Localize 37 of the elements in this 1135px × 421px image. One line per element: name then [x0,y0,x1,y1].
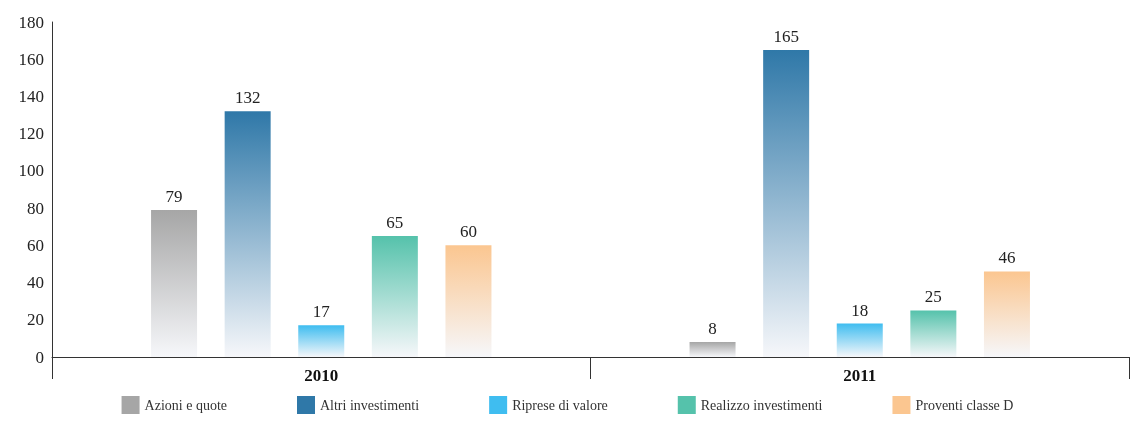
bar [224,111,271,357]
data-label: 18 [851,300,869,320]
legend-label: Riprese di valore [512,397,608,413]
legend-label: Proventi classe D [915,397,1014,413]
x-tick-label: 2011 [843,366,877,385]
bar [151,209,198,357]
bar [836,323,883,357]
y-tick-label: 20 [27,310,44,330]
y-tick-label: 40 [27,273,44,293]
bar [298,325,345,357]
y-tick-label: 120 [18,124,44,144]
data-label: 17 [312,302,331,322]
data-label: 132 [234,88,261,108]
legend-label: Azioni e quote [144,397,227,413]
bar [910,310,957,357]
y-tick-label: 60 [27,235,44,255]
legend-label: Altri investimenti [319,397,420,413]
data-label: 46 [998,248,1016,268]
bar [983,271,1030,357]
y-tick-label: 140 [18,86,44,106]
y-tick-label: 80 [27,198,44,218]
data-label: 65 [386,213,404,233]
y-tick-label: 180 [18,12,44,32]
x-tick-label: 2010 [304,366,339,385]
data-label: 79 [165,186,183,206]
legend-label: Realizzo investimenti [700,397,823,413]
bar [763,49,810,357]
data-label: 25 [924,287,942,307]
bar [445,245,492,357]
bar [689,342,736,357]
y-tick-label: 100 [18,161,44,181]
y-tick-label: 0 [35,347,44,367]
y-tick-label: 160 [18,49,44,69]
data-label: 60 [459,222,477,242]
data-label: 8 [708,319,717,339]
bar [371,236,418,357]
data-label: 165 [773,26,799,46]
